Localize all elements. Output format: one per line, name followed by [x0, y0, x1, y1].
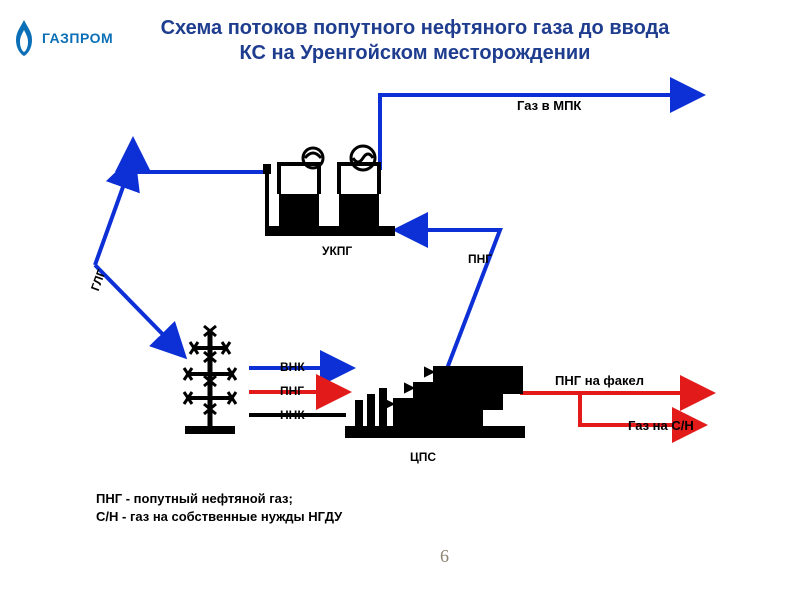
- wellhead-icon: [184, 326, 236, 434]
- label-vnk: ВНК: [280, 360, 305, 374]
- label-nnk: ННК: [280, 408, 305, 422]
- flow-ukpg-up: [133, 142, 263, 172]
- label-gas-mpk: Газ в МПК: [517, 98, 581, 113]
- label-ukpg: УКПГ: [322, 244, 352, 258]
- cps-icon: [345, 366, 525, 438]
- label-gas-sn: Газ на С/Н: [628, 418, 694, 433]
- legend: ПНГ - попутный нефтяной газ; С/Н - газ н…: [96, 490, 342, 525]
- diagram-stage: ГАЗПРОМ Схема потоков попутного нефтяног…: [0, 0, 800, 600]
- legend-line1: ПНГ - попутный нефтяной газ;: [96, 490, 342, 508]
- legend-line2: С/Н - газ на собственные нужды НГДУ: [96, 508, 342, 526]
- label-png-l: ПНГ: [280, 384, 304, 398]
- label-cps: ЦПС: [410, 450, 436, 464]
- ukpg-icon: [263, 146, 395, 236]
- flow-blue-diag1: [95, 159, 133, 265]
- label-png-r: ПНГ: [468, 252, 492, 266]
- flow-glg: [95, 265, 183, 355]
- label-png-flare: ПНГ на факел: [555, 373, 644, 388]
- page-number: 6: [440, 546, 449, 567]
